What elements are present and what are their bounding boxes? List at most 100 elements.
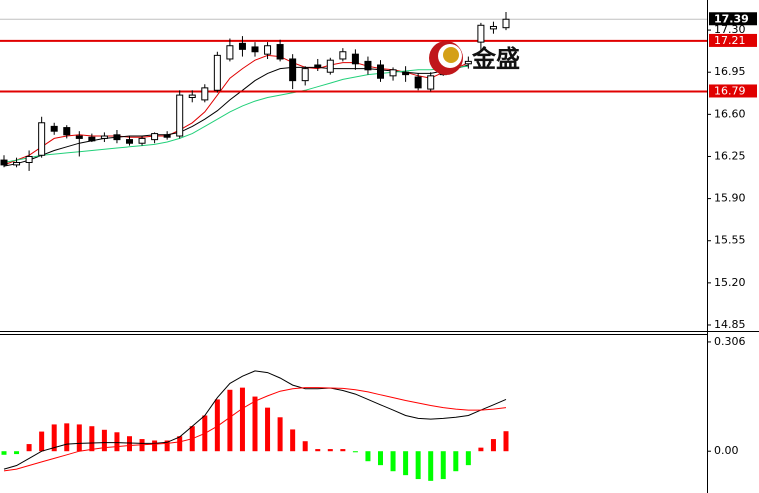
histogram-bar: [277, 417, 283, 452]
candle-body: [50, 125, 58, 132]
candle-body: [427, 75, 435, 90]
histogram-bar: [101, 429, 107, 452]
candle-body: [402, 71, 410, 76]
candle-body: [389, 69, 397, 77]
histogram-bar: [403, 451, 409, 476]
candle-body: [88, 136, 96, 142]
y-tick-label: -0.131: [714, 491, 749, 493]
level-label: 16.79: [714, 84, 746, 97]
candle-body: [276, 44, 284, 60]
candle-body: [213, 54, 221, 91]
last-price-box: [709, 12, 757, 26]
histogram-bar: [1, 451, 7, 455]
y-tick-label: 15.55: [714, 234, 746, 247]
level-label-box: [709, 84, 757, 98]
candle-body: [351, 53, 359, 65]
histogram-bar: [64, 423, 70, 452]
candle-body: [151, 133, 159, 141]
candle-body: [75, 135, 83, 139]
indicator-line: [3, 370, 507, 470]
candle-body: [163, 134, 171, 138]
histogram-bar: [415, 451, 421, 480]
last-price-label: 17.39: [714, 12, 749, 25]
histogram-bar: [76, 424, 82, 452]
histogram-bar: [164, 440, 170, 452]
candle-body: [289, 58, 297, 82]
histogram-bar: [39, 431, 45, 452]
candle-body: [314, 64, 322, 68]
histogram-bar: [177, 436, 183, 452]
y-tick-label: 0.306: [714, 335, 746, 348]
histogram-bar: [252, 396, 258, 452]
histogram-bar: [152, 440, 158, 452]
level-label: 17.21: [714, 34, 746, 47]
y-tick-label: 15.90: [714, 192, 746, 205]
histogram-bar: [265, 407, 271, 452]
candle-body: [188, 94, 196, 98]
candle-body: [377, 64, 384, 79]
candle-body: [138, 137, 146, 144]
histogram-bar: [315, 449, 321, 452]
candle-body: [464, 60, 472, 65]
y-tick-label: 16.95: [714, 65, 746, 78]
candle-body: [63, 127, 71, 136]
histogram-bar: [290, 429, 296, 452]
level-label-box: [709, 33, 757, 47]
logo-text: 金盛: [471, 45, 520, 73]
histogram-bar: [352, 451, 358, 453]
histogram-bar: [127, 436, 132, 452]
y-tick-label: 15.20: [714, 276, 746, 289]
histogram-bar: [378, 451, 383, 466]
y-tick-label: 17.30: [714, 23, 746, 36]
histogram-bar: [26, 444, 32, 452]
histogram-bar: [114, 432, 120, 452]
y-tick-label: 0.00: [714, 444, 739, 457]
candle-body: [364, 60, 372, 71]
candle-body: [113, 134, 121, 141]
histogram-bar: [503, 431, 509, 452]
candle-body: [414, 76, 422, 89]
candle-body: [25, 155, 33, 163]
candle-body: [100, 135, 108, 139]
candle-body: [489, 25, 497, 30]
histogram-bar: [478, 447, 484, 452]
candle-body: [38, 122, 46, 156]
y-tick-label: 16.25: [714, 149, 746, 162]
y-tick-label: 16.60: [714, 107, 746, 120]
histogram-bar: [89, 426, 95, 452]
histogram-bar: [490, 439, 496, 452]
histogram-bar: [14, 451, 20, 455]
candle-body: [238, 42, 246, 50]
candle-body: [477, 24, 485, 43]
histogram-bar: [365, 451, 371, 462]
histogram-bar: [390, 451, 396, 472]
histogram-bar: [440, 451, 446, 480]
candle-body: [126, 139, 133, 144]
candle-body: [264, 45, 272, 55]
candle-body: [0, 159, 8, 166]
histogram-bar: [51, 424, 57, 452]
logo-coin: [443, 47, 459, 63]
histogram-bar: [327, 449, 333, 452]
histogram-bar: [340, 449, 346, 452]
histogram-bar: [214, 399, 220, 452]
histogram-bar: [227, 389, 233, 452]
candle-body: [251, 46, 259, 53]
candle-body: [13, 161, 21, 166]
histogram-bar: [239, 387, 245, 452]
logo: 金盛: [429, 41, 520, 75]
histogram-bar: [302, 441, 308, 452]
indicator-line: [3, 387, 507, 472]
candle-body: [176, 94, 184, 137]
candle-body: [201, 87, 209, 101]
candle-body: [326, 59, 334, 73]
histogram-bar: [453, 451, 459, 472]
y-tick-label: 14.85: [714, 318, 746, 331]
candle-body: [339, 51, 347, 60]
candle-body: [226, 45, 234, 60]
candle-body: [502, 18, 510, 29]
candle-body: [301, 68, 309, 82]
histogram-bar: [428, 451, 434, 481]
